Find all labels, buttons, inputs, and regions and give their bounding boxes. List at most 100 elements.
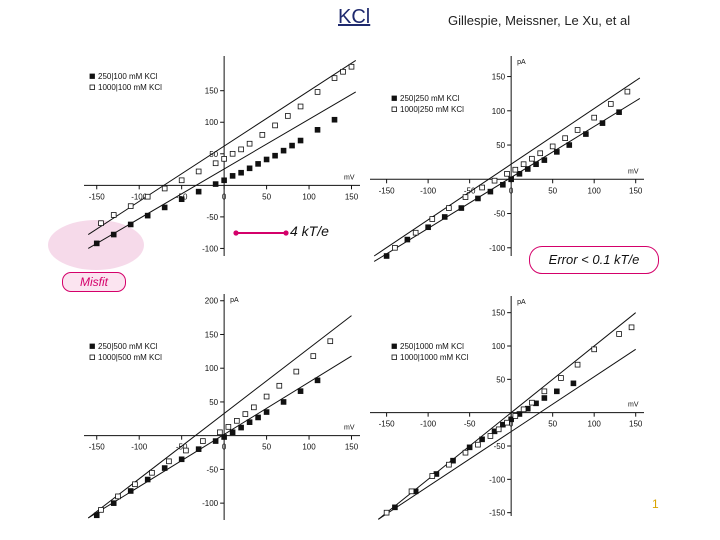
y-tick-label: 50 — [496, 375, 505, 384]
data-point-filled — [541, 395, 548, 401]
error-label: Error < 0.1 kT/e — [529, 246, 659, 274]
data-point-filled — [144, 212, 151, 219]
data-point-filled — [508, 416, 514, 423]
data-point-filled — [212, 438, 219, 444]
legend-marker — [89, 354, 95, 360]
data-point-open — [127, 203, 134, 209]
data-point-open — [285, 113, 291, 119]
data-point-open — [616, 331, 622, 337]
data-point-open — [263, 393, 270, 400]
chart-panel-2: -150 -100 -50 0 50 100 150 -100 -50 50 100 150 mV pA 2… — [370, 56, 644, 262]
data-point-open — [178, 177, 185, 184]
data-point-filled — [93, 240, 100, 247]
data-point-filled — [533, 161, 539, 168]
y-tick-label: 100 — [492, 342, 506, 351]
data-point-open — [504, 419, 510, 426]
data-point-open — [574, 361, 581, 368]
data-point-filled — [314, 127, 321, 133]
data-point-open — [607, 101, 614, 107]
y-tick-label: 200 — [205, 297, 219, 306]
x-tick-label: -50 — [464, 186, 476, 195]
data-point-filled — [255, 414, 261, 421]
data-point-open — [462, 194, 469, 200]
data-point-filled — [508, 176, 514, 183]
x-tick-label: 0 — [222, 443, 227, 452]
misfit-label: Misfit — [62, 272, 126, 292]
data-point-open — [591, 114, 597, 121]
data-point-open — [251, 404, 257, 411]
data-point-filled — [297, 137, 304, 144]
legend-label: 1000|1000 mM KCl — [400, 353, 469, 362]
x-tick-label: -100 — [131, 192, 148, 201]
data-point-filled — [554, 388, 560, 395]
x-tick-label: 50 — [262, 192, 271, 201]
x-tick-label: 0 — [222, 192, 227, 201]
fit-line — [373, 77, 641, 257]
data-point-filled — [161, 204, 168, 211]
x-tick-label: 100 — [302, 443, 316, 452]
legend-label: 1000|500 mM KCl — [98, 353, 162, 362]
data-point-open — [348, 63, 355, 70]
data-point-open — [183, 447, 189, 454]
data-point-open — [512, 166, 519, 173]
x-tick-label: 100 — [588, 420, 602, 429]
legend-label: 250|500 mM KCl — [98, 342, 158, 351]
data-point-open — [529, 399, 535, 406]
data-point-open — [110, 212, 117, 218]
y-tick-label: -100 — [489, 475, 506, 484]
fit-line — [87, 315, 352, 519]
x-tick-label: 50 — [262, 443, 271, 452]
data-point-filled — [475, 195, 481, 202]
data-point-open — [512, 413, 519, 419]
legend-label: 1000|100 mM KCl — [98, 83, 162, 92]
x-tick-label: 150 — [629, 186, 643, 195]
data-point-open — [246, 140, 253, 147]
data-point-open — [392, 244, 398, 251]
y-tick-label: -100 — [202, 499, 219, 508]
data-point-open — [549, 143, 556, 150]
data-point-filled — [93, 512, 100, 519]
data-point-filled — [221, 177, 227, 184]
x-tick-label: -150 — [89, 192, 106, 201]
data-point-filled — [289, 142, 295, 149]
data-point-filled — [178, 456, 185, 463]
x-tick-label: 100 — [588, 186, 602, 195]
data-point-filled — [195, 446, 202, 452]
y-tick-label: 150 — [205, 87, 219, 96]
data-point-filled — [314, 377, 321, 384]
y-tick-label: 50 — [209, 150, 218, 159]
data-point-open — [429, 473, 436, 479]
data-point-open — [331, 75, 338, 81]
x-axis-unit: mV — [344, 425, 355, 432]
data-point-open — [491, 177, 498, 184]
data-point-filled — [458, 205, 465, 211]
legend-marker — [391, 343, 397, 349]
data-point-open — [628, 324, 635, 331]
data-point-open — [149, 469, 155, 476]
data-point-open — [259, 132, 266, 138]
x-tick-label: 150 — [345, 192, 359, 201]
y-tick-label: 50 — [496, 141, 505, 150]
data-point-filled — [127, 221, 134, 228]
y-axis-unit: pA — [230, 297, 239, 304]
data-point-open — [520, 406, 527, 413]
data-point-open — [229, 150, 236, 157]
y-tick-label: -50 — [494, 442, 506, 451]
data-point-filled — [263, 409, 270, 415]
kt-bracket-end-left — [233, 230, 239, 236]
data-point-open — [297, 103, 304, 110]
y-axis-unit: pA — [517, 299, 526, 306]
data-point-open — [98, 507, 104, 513]
data-point-filled — [516, 171, 523, 177]
data-point-open — [429, 216, 436, 222]
y-tick-label: 150 — [492, 73, 506, 82]
data-point-filled — [541, 157, 548, 163]
data-point-filled — [255, 161, 261, 167]
x-tick-label: 0 — [509, 420, 514, 429]
legend-label: 250|100 mM KCl — [98, 72, 158, 81]
data-point-open — [144, 193, 151, 200]
legend-marker — [391, 95, 397, 101]
data-point-open — [558, 375, 564, 381]
legend-marker — [391, 106, 397, 112]
data-point-open — [98, 220, 104, 226]
